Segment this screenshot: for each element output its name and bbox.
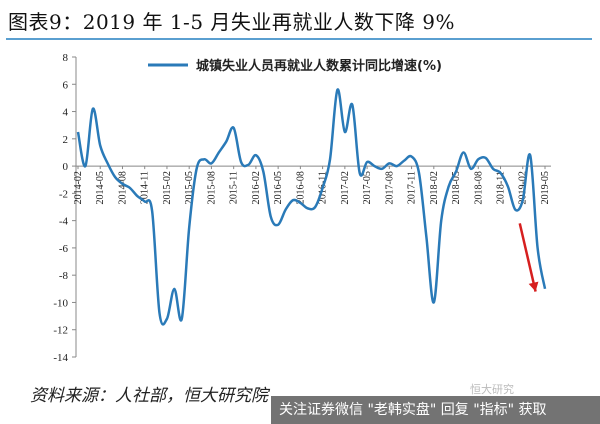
red-arrow-shaft xyxy=(518,223,537,292)
y-tick-label: 4 xyxy=(63,107,69,119)
y-tick-label: -10 xyxy=(53,297,68,309)
x-tick-label: 2017-08 xyxy=(384,171,395,204)
y-tick-label: 6 xyxy=(63,79,69,91)
source-note: 资料来源：人社部，恒大研究院 xyxy=(30,386,268,406)
x-tick-label: 2014-02 xyxy=(73,171,84,204)
x-tick-label: 2015-11 xyxy=(229,171,240,204)
x-tick-label: 2018-08 xyxy=(473,171,484,204)
legend-label: 城镇失业人员再就业人数累计同比增速(%) xyxy=(196,58,442,74)
x-tick-label: 2017-05 xyxy=(362,171,373,204)
y-tick-label: -6 xyxy=(59,243,69,255)
x-tick-label: 2016-08 xyxy=(295,171,306,204)
x-tick-label: 2019-05 xyxy=(540,171,551,204)
x-tick-label: 2017-11 xyxy=(407,171,418,204)
x-tick-label: 2015-08 xyxy=(206,171,217,204)
x-tick-label: 2018-05 xyxy=(451,171,462,204)
y-tick-label: -8 xyxy=(59,270,69,282)
y-tick-label: -4 xyxy=(59,216,69,228)
y-tick-label: -12 xyxy=(53,325,68,337)
y-tick-label: 0 xyxy=(63,161,69,173)
x-tick-label: 2018-02 xyxy=(429,171,440,204)
x-tick-label: 2019-02 xyxy=(518,171,529,204)
y-tick-label: -14 xyxy=(53,352,68,364)
x-tick-label: 2015-05 xyxy=(184,171,195,204)
x-tick-label: 2017-02 xyxy=(340,171,351,204)
watermark-banner: 关注证券微信 "老韩实盘" 回复 "指标" 获取 xyxy=(271,396,600,424)
series-line xyxy=(76,88,547,326)
x-tick-label: 2016-05 xyxy=(273,171,284,204)
y-tick-label: -2 xyxy=(59,188,68,200)
corner-watermark: 恒大研究 xyxy=(470,383,514,396)
x-tick-label: 2015-02 xyxy=(162,171,173,204)
y-tick-label: 8 xyxy=(63,52,69,64)
line-chart: 8 6 4 2 0 -2 -4 -6 -8 -10 -12 -14 2014-02 2014-05 2014… xyxy=(53,52,551,364)
y-tick-label: 2 xyxy=(63,134,69,146)
x-tick-label: 2014-08 xyxy=(117,171,128,204)
x-tick-label: 2018-11 xyxy=(496,171,507,204)
x-tick-label: 2016-02 xyxy=(251,171,262,204)
x-tick-label: 2014-11 xyxy=(140,171,151,204)
x-tick-label: 2014-05 xyxy=(95,171,106,204)
chart-title: 图表9：2019 年 1-5 月失业再就业人数下降 9% xyxy=(8,10,455,34)
red-arrow-head xyxy=(528,281,539,292)
title-divider xyxy=(6,38,592,40)
